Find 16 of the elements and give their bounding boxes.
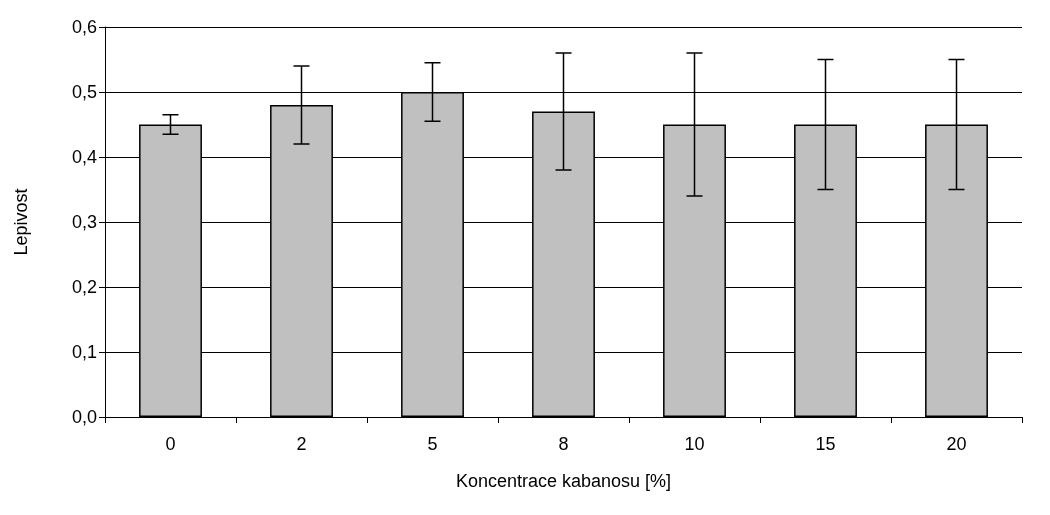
y-tick-label: 0,5 <box>71 82 97 102</box>
y-tick-label: 0,2 <box>71 277 97 297</box>
y-axis-title: Lepivost <box>11 188 31 256</box>
x-tick-label: 20 <box>946 434 967 454</box>
y-tick-label: 0,0 <box>71 407 97 427</box>
y-tick-label: 0,4 <box>71 147 97 167</box>
x-tick-label: 5 <box>427 434 438 454</box>
x-tick-label: 2 <box>296 434 307 454</box>
x-tick-label: 15 <box>815 434 836 454</box>
x-axis-title: Koncentrace kabanosu [%] <box>455 471 672 491</box>
y-tick-label: 0,6 <box>71 17 97 37</box>
x-tick-label: 10 <box>684 434 705 454</box>
x-tick-label: 0 <box>165 434 176 454</box>
y-tick-label: 0,1 <box>71 342 97 362</box>
y-tick-label: 0,3 <box>71 212 97 232</box>
x-tick-label: 8 <box>558 434 569 454</box>
